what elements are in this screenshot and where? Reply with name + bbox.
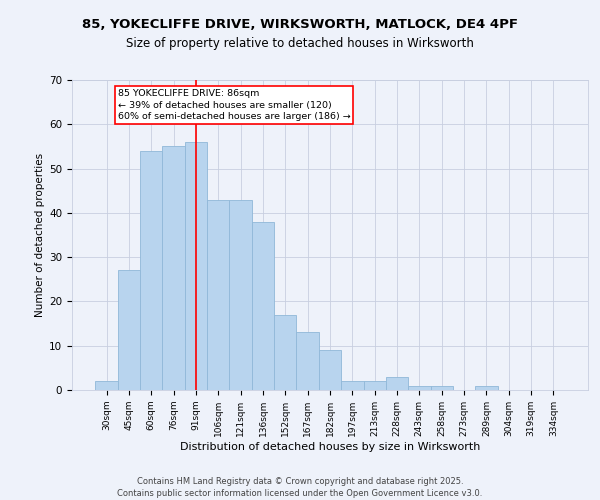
Bar bbox=[408, 386, 431, 390]
Bar bbox=[364, 381, 386, 390]
Text: 85 YOKECLIFFE DRIVE: 86sqm
← 39% of detached houses are smaller (120)
60% of sem: 85 YOKECLIFFE DRIVE: 86sqm ← 39% of deta… bbox=[118, 89, 350, 122]
Bar bbox=[475, 386, 497, 390]
Bar bbox=[118, 270, 140, 390]
Bar bbox=[185, 142, 207, 390]
Y-axis label: Number of detached properties: Number of detached properties bbox=[35, 153, 45, 317]
Text: Contains HM Land Registry data © Crown copyright and database right 2025.
Contai: Contains HM Land Registry data © Crown c… bbox=[118, 476, 482, 498]
Bar bbox=[386, 376, 408, 390]
Bar bbox=[163, 146, 185, 390]
Bar bbox=[274, 314, 296, 390]
Bar bbox=[296, 332, 319, 390]
Bar bbox=[431, 386, 453, 390]
Text: Size of property relative to detached houses in Wirksworth: Size of property relative to detached ho… bbox=[126, 38, 474, 51]
Bar bbox=[341, 381, 364, 390]
Bar bbox=[207, 200, 229, 390]
Text: 85, YOKECLIFFE DRIVE, WIRKSWORTH, MATLOCK, DE4 4PF: 85, YOKECLIFFE DRIVE, WIRKSWORTH, MATLOC… bbox=[82, 18, 518, 30]
Bar bbox=[319, 350, 341, 390]
Bar bbox=[95, 381, 118, 390]
Bar bbox=[229, 200, 252, 390]
Bar bbox=[140, 151, 163, 390]
X-axis label: Distribution of detached houses by size in Wirksworth: Distribution of detached houses by size … bbox=[180, 442, 480, 452]
Bar bbox=[252, 222, 274, 390]
